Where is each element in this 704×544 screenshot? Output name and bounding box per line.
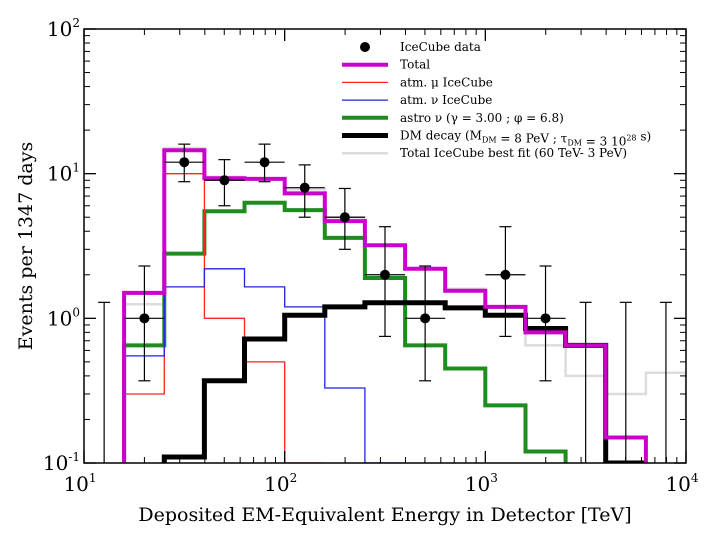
data-point	[164, 143, 205, 183]
legend-label: Total IceCube best fit (60 TeV- 3 PeV)	[400, 146, 627, 160]
legend-label: DM decay (MDM = 8 PeV ; τDM = 3 1028 s)	[400, 129, 651, 149]
x-axis-title: Deposited EM-Equivalent Energy in Detect…	[138, 504, 631, 526]
data-marker	[540, 313, 551, 324]
data-marker	[219, 175, 230, 186]
data-point	[284, 164, 325, 218]
data-point	[124, 265, 165, 382]
series-atm-icecube	[123, 268, 406, 463]
y-tick-label: 10-1	[43, 450, 80, 475]
legend-label: astro ν (γ = 3.00 ; φ = 6.8)	[400, 111, 564, 125]
data-point	[244, 143, 285, 183]
data-marker	[339, 212, 350, 223]
legend-dot	[360, 42, 370, 52]
data-marker	[139, 313, 150, 324]
upper-limit	[659, 301, 672, 463]
x-tick-label: 101	[63, 471, 96, 496]
legend-entry: astro ν (γ = 3.00 ; φ = 6.8)	[342, 111, 564, 125]
legend-entry: atm. μ IceCube	[342, 75, 493, 89]
data-marker	[500, 269, 511, 280]
data-point	[324, 187, 365, 250]
data-points-layer	[98, 143, 672, 463]
data-marker	[420, 313, 431, 324]
y-tick-label: 100	[47, 305, 80, 330]
legend-label: atm. ν IceCube	[400, 93, 492, 107]
upper-limit	[579, 301, 592, 463]
data-marker	[259, 157, 270, 168]
series-layer	[122, 146, 686, 463]
data-marker	[379, 269, 390, 280]
legend-label: atm. μ IceCube	[400, 75, 493, 89]
legend-entry: Total	[342, 58, 430, 72]
histogram-step	[123, 268, 406, 463]
series-atm-icecube	[123, 173, 325, 463]
ticks-layer: 101 102 103 104 10-1 100 101 102	[43, 16, 699, 496]
x-tick-label: 104	[665, 471, 698, 496]
y-tick-label: 101	[47, 161, 80, 186]
data-point	[204, 159, 245, 207]
x-tick-label: 102	[264, 471, 297, 496]
data-point	[405, 265, 446, 382]
plot-frame	[83, 28, 687, 464]
data-marker	[299, 182, 310, 193]
legend: IceCube data Total atm. μ IceCube atm. ν Ic…	[342, 40, 651, 160]
legend-entry: atm. ν IceCube	[342, 93, 492, 107]
y-axis-title: Events per 1347 days	[15, 142, 37, 350]
histogram-step	[123, 173, 325, 463]
legend-entry: Total IceCube best fit (60 TeV- 3 PeV)	[342, 146, 627, 160]
legend-label: IceCube data	[400, 40, 481, 54]
y-tick-label: 102	[47, 16, 80, 41]
legend-entry: DM decay (MDM = 8 PeV ; τDM = 3 1028 s)	[342, 129, 651, 149]
x-tick-label: 103	[465, 471, 498, 496]
data-point	[525, 265, 566, 382]
legend-entry: IceCube data	[360, 40, 481, 54]
upper-limit	[619, 301, 632, 463]
legend-label: Total	[400, 58, 430, 72]
data-point	[364, 226, 406, 338]
upper-limit	[98, 301, 111, 463]
data-marker	[179, 157, 190, 168]
data-point	[485, 226, 526, 338]
